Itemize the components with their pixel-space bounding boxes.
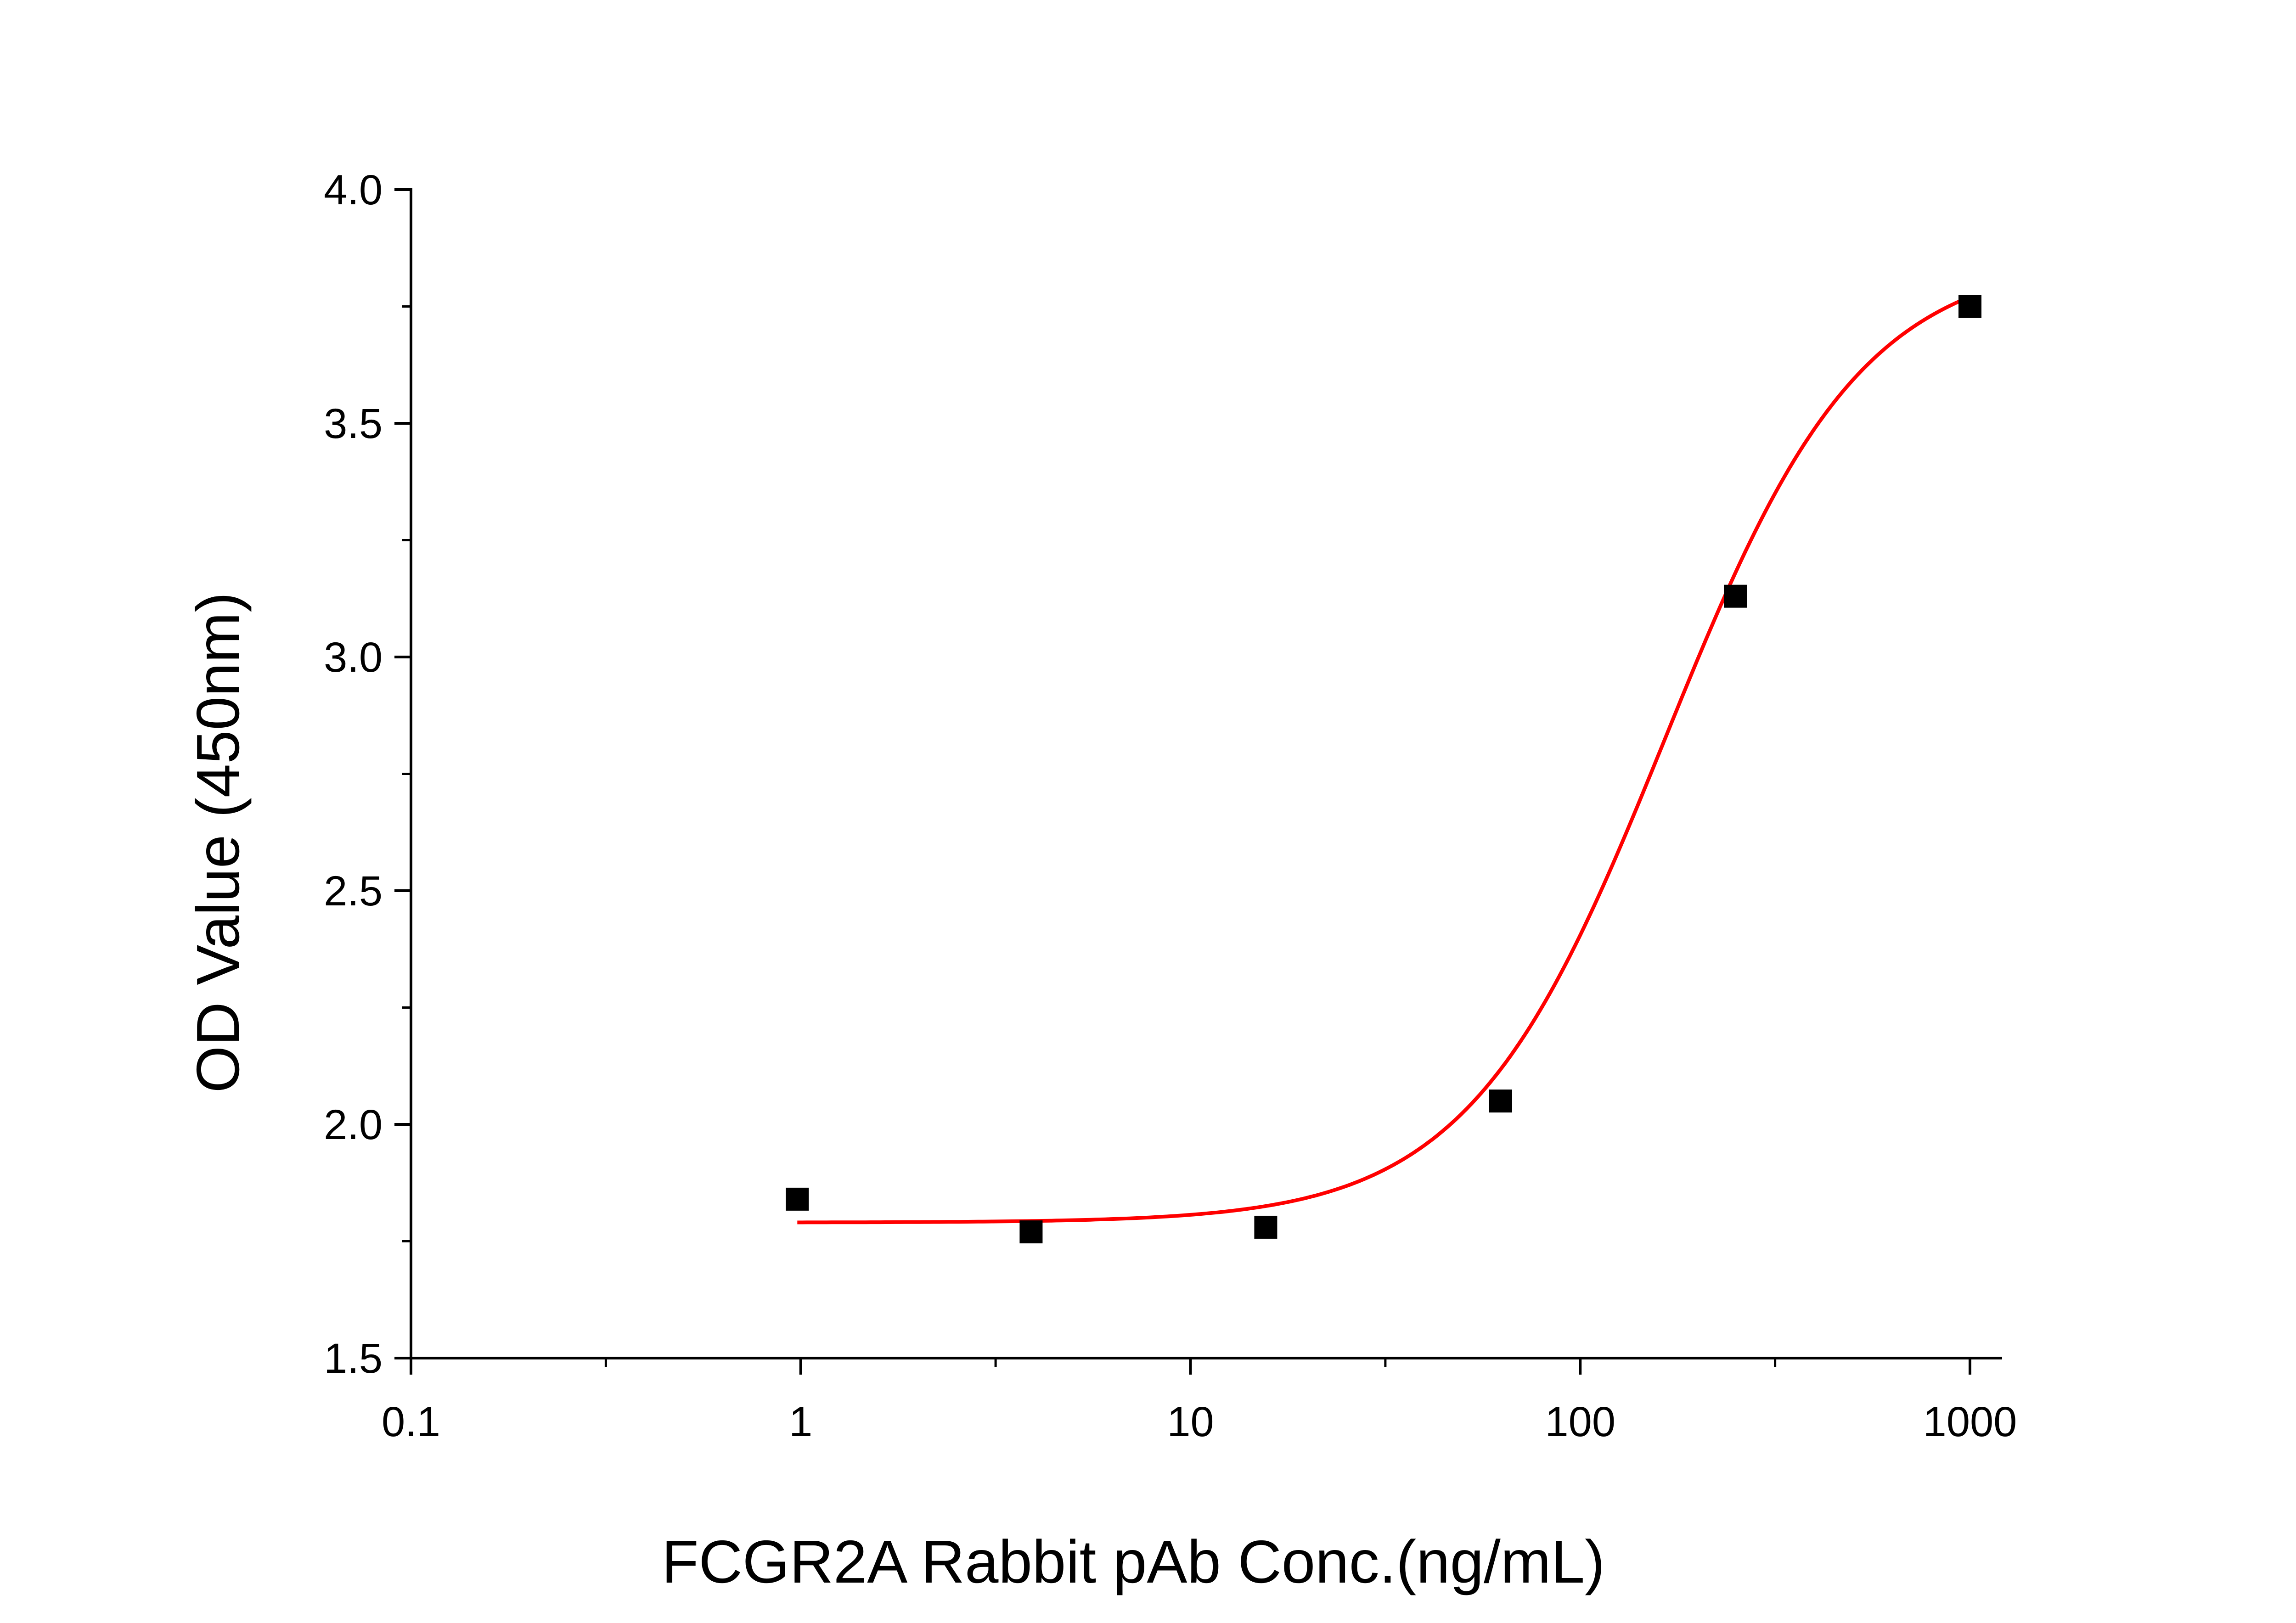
y-tick-label: 4.0 (324, 167, 383, 213)
data-point (786, 1187, 809, 1211)
x-axis-label: FCGR2A Rabbit pAb Conc.(ng/mL) (662, 1528, 1605, 1595)
axes (410, 188, 2002, 1359)
data-point (1019, 1220, 1043, 1244)
y-tick-label: 1.5 (324, 1335, 383, 1382)
x-tick-label: 100 (1545, 1398, 1616, 1445)
y-axis-label: OD Value (450nm) (184, 592, 252, 1093)
x-tick-label: 0.1 (382, 1398, 440, 1445)
data-point (1254, 1215, 1277, 1239)
fit-curve (797, 295, 1971, 1224)
data-point (1958, 295, 1981, 318)
y-tick-label: 2.5 (324, 868, 383, 915)
y-tick-label: 3.5 (324, 400, 383, 447)
x-tick-label: 10 (1167, 1398, 1214, 1445)
y-tick-label: 2.0 (324, 1101, 383, 1148)
y-tick-label: 3.0 (324, 634, 383, 681)
data-point (1724, 584, 1747, 608)
fit-curve-layer (797, 295, 1971, 1224)
data-point (1489, 1089, 1513, 1113)
y-axis-ticks: 1.5 2.0 2.5 3.0 3.5 4.0 (324, 167, 411, 1382)
x-tick-label: 1000 (1923, 1398, 2017, 1445)
x-axis-ticks: 0.1 1 10 100 1000 (382, 1358, 2017, 1445)
x-tick-label: 1 (789, 1398, 812, 1445)
data-points-layer (786, 295, 1981, 1244)
